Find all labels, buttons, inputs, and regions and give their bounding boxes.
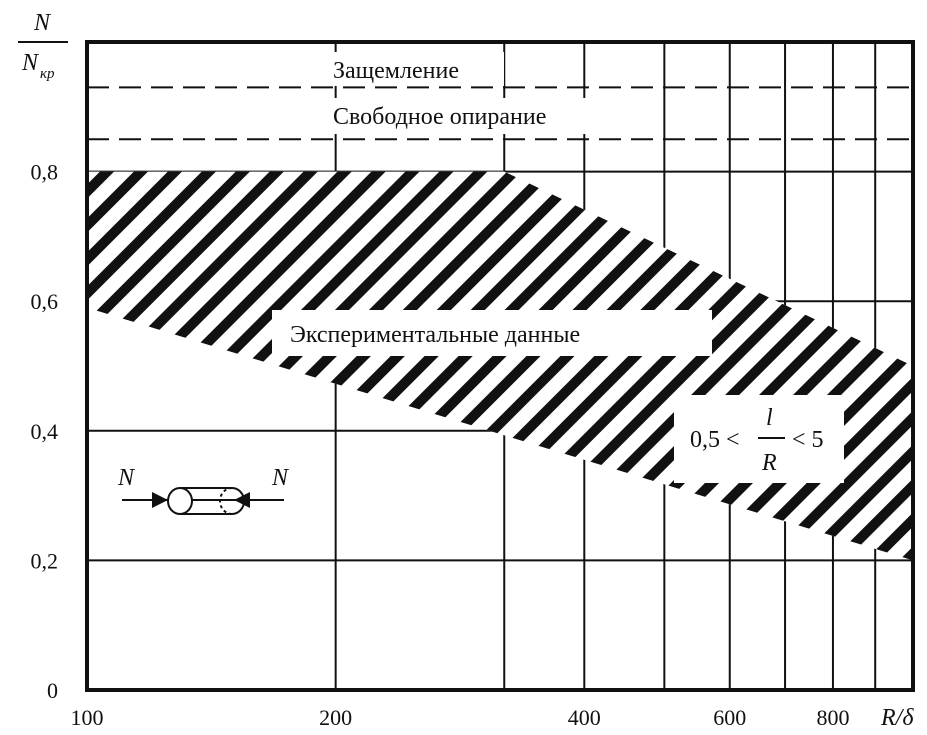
inset-shell-right-end [231, 487, 245, 515]
inset-left-force-label: N [117, 465, 136, 491]
x-axis-label: R/δ [880, 705, 914, 731]
simply-supported-label-background [324, 98, 614, 134]
x-tick-label-200: 200 [319, 705, 352, 730]
clamped-label-background [324, 52, 504, 86]
condition-denominator: R [761, 450, 777, 476]
inset-background [100, 455, 290, 530]
inset-shell-right-end-hidden [219, 487, 233, 515]
condition-formula: 0,5 < l R < 5 [690, 405, 824, 476]
label-backgrounds: Экспериментальные данные [100, 52, 844, 530]
x-tick-label-600: 600 [713, 705, 746, 730]
y-tick-label-0,4: 0,4 [31, 419, 59, 444]
inset-shell-left-end [167, 487, 193, 515]
dashed-lines: Защемление Свободное опирание [87, 58, 913, 141]
y-tick-label-0,2: 0,2 [31, 548, 59, 573]
region-label: Экспериментальные данные [290, 322, 580, 348]
x-tick-label-100: 100 [71, 705, 104, 730]
condition-left: 0,5 < [690, 427, 740, 453]
y-tick-label-0,6: 0,6 [31, 289, 59, 314]
y-axis-label-denominator: N [21, 50, 40, 76]
tick-labels: 100 200 400 600 800 0 0,2 0,4 0,6 0,8 [31, 160, 850, 730]
inset-right-force-label: N [271, 465, 290, 491]
y-axis-label-numerator: N [33, 10, 52, 36]
y-tick-label-0,8: 0,8 [31, 160, 59, 185]
x-tick-label-800: 800 [816, 705, 849, 730]
y-axis-label: N N кр [18, 10, 68, 82]
dashed-line-label-simply-supported: Свободное опирание [333, 104, 546, 130]
compression-schematic: N N [117, 465, 290, 515]
condition-numerator: l [766, 405, 773, 431]
inset-left-arrow-icon [152, 492, 168, 508]
condition-right: < 5 [792, 427, 824, 453]
dashed-line-label-clamped: Защемление [333, 58, 459, 84]
plot-frame [85, 40, 915, 692]
region-label-background [272, 310, 712, 356]
inset-right-arrow-icon [234, 492, 250, 508]
y-tick-label-0: 0 [47, 678, 58, 703]
x-tick-label-400: 400 [568, 705, 601, 730]
y-axis-label-denominator-subscript: кр [40, 66, 55, 82]
